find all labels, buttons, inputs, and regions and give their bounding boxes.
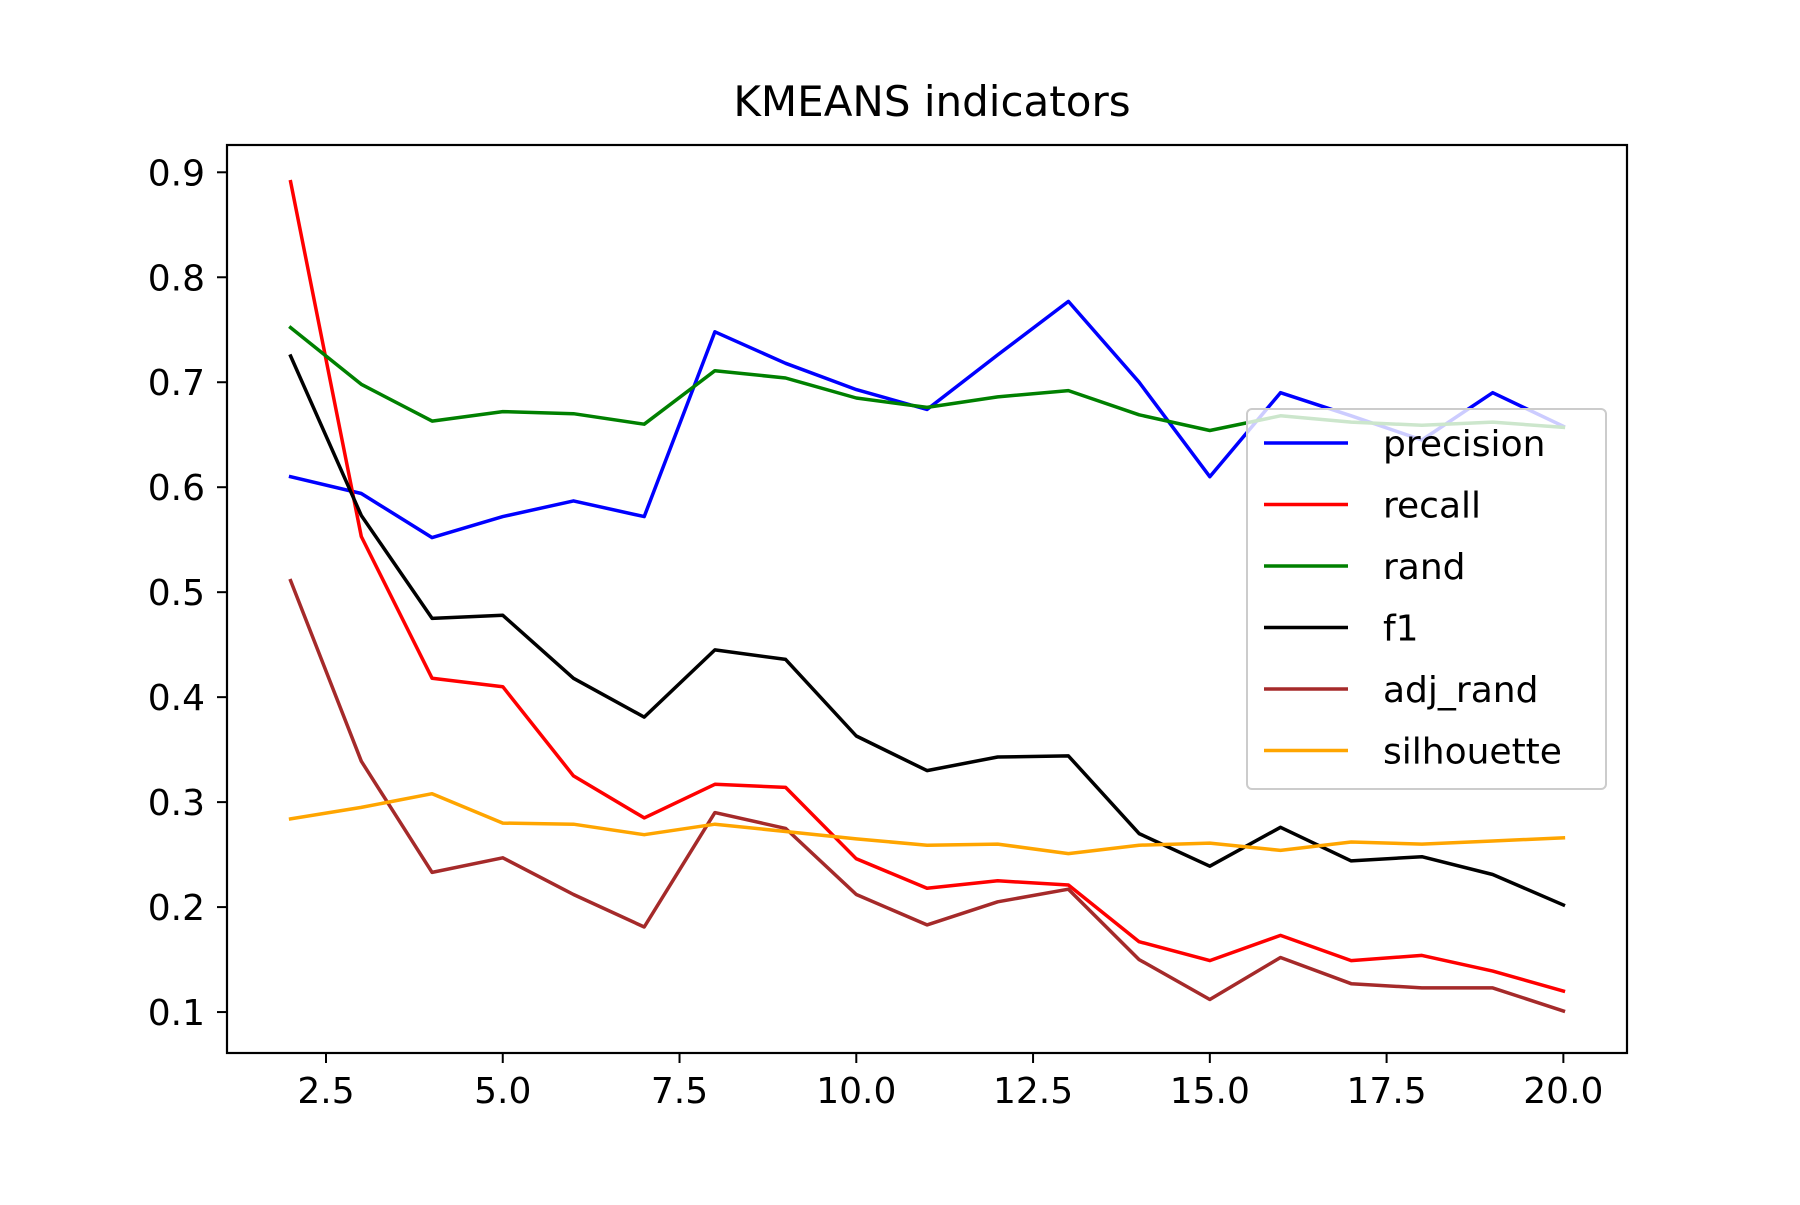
- legend-label-rand: rand: [1383, 547, 1466, 588]
- y-tick-label: 0.1: [148, 993, 205, 1034]
- y-tick-label: 0.8: [148, 258, 205, 299]
- series-line-recall: [288, 179, 1566, 994]
- legend-label-f1: f1: [1383, 609, 1419, 650]
- legend-label-adj_rand: adj_rand: [1383, 670, 1538, 711]
- legend-label-precision: precision: [1383, 424, 1545, 465]
- x-tick-label: 7.5: [651, 1071, 708, 1112]
- series-line-adj_rand: [288, 578, 1566, 1014]
- y-tick-label: 0.3: [148, 783, 205, 824]
- axes: 2.5 5.0 7.5 10.0 12.5 15.0 17.5 20.0 0.1 0.2 0.3 0.…: [148, 143, 1629, 1112]
- plot-area: [288, 179, 1566, 1014]
- x-tick-label: 20.0: [1523, 1071, 1603, 1112]
- legend-label-recall: recall: [1383, 486, 1481, 527]
- series-line-silhouette: [288, 791, 1566, 856]
- plot-frame: [225, 143, 1629, 1055]
- chart-title: KMEANS indicators: [733, 77, 1130, 126]
- y-tick-label: 0.6: [148, 468, 205, 509]
- y-tick-label: 0.4: [148, 678, 205, 719]
- y-tick-label: 0.9: [148, 153, 205, 194]
- legend-label-silhouette: silhouette: [1383, 732, 1562, 773]
- x-tick-label: 15.0: [1170, 1071, 1250, 1112]
- x-tick-label: 17.5: [1347, 1071, 1427, 1112]
- series-line-f1: [288, 353, 1566, 908]
- y-tick-label: 0.5: [148, 573, 205, 614]
- legend: precision recall rand f1 adj_rand silhouette: [1246, 408, 1607, 790]
- x-tick-label: 5.0: [474, 1071, 531, 1112]
- y-tick-label: 0.2: [148, 888, 205, 929]
- y-tick-label: 0.7: [148, 363, 205, 404]
- x-tick-label: 12.5: [993, 1071, 1073, 1112]
- x-tick-label: 2.5: [297, 1071, 354, 1112]
- x-tick-label: 10.0: [816, 1071, 896, 1112]
